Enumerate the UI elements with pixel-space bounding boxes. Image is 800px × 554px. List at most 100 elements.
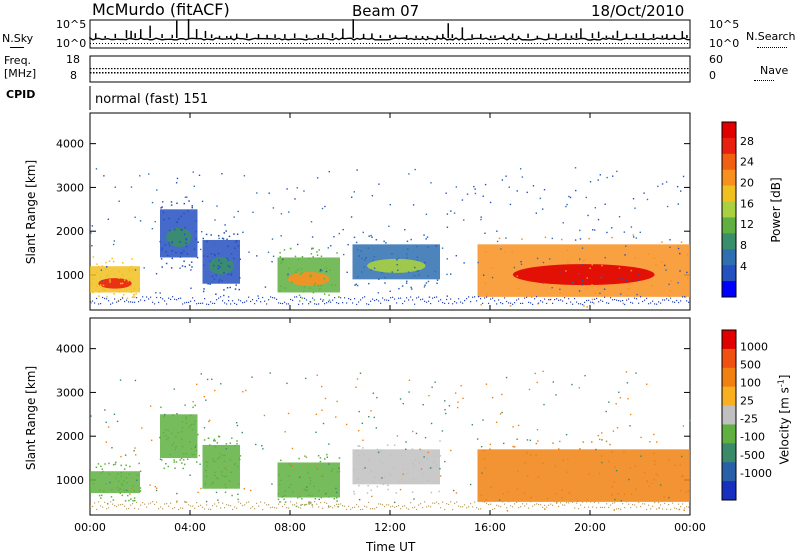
clutter-dot (624, 506, 626, 509)
echo-speckle (280, 262, 282, 265)
clutter-dot (324, 501, 326, 504)
nsearch-dot (303, 43, 304, 44)
noise-dot (579, 258, 581, 260)
nsearch-dot (240, 43, 241, 44)
echo-speckle (320, 475, 323, 477)
echo-speckle (92, 291, 94, 294)
clutter-dot (536, 503, 538, 505)
clutter-dot (292, 504, 294, 506)
clutter-dot (384, 506, 386, 508)
clutter-dot (124, 300, 126, 303)
clutter-dot (628, 503, 630, 505)
echo-speckle (498, 237, 501, 240)
clutter-dot (634, 297, 636, 299)
freq-dot (393, 72, 395, 74)
noise-dot (226, 465, 229, 468)
noise-dot (198, 454, 201, 457)
clutter-dot (496, 303, 498, 305)
echo-speckle (634, 257, 637, 259)
clutter-dot (534, 298, 536, 300)
nsearch-dot (663, 43, 664, 44)
clutter-dot (506, 300, 508, 303)
freq-dot (285, 72, 287, 74)
freq-dot (555, 72, 557, 74)
clutter-dot (410, 502, 412, 504)
echo-speckle (133, 287, 135, 290)
echo-speckle (171, 444, 174, 447)
noise-dot (328, 443, 330, 445)
echo-speckle (190, 414, 192, 416)
nsearch-dot (243, 43, 244, 44)
clutter-dot (552, 302, 554, 304)
echo-speckle (180, 457, 183, 460)
nsearch-dot (387, 43, 388, 44)
nsearch-dot (366, 43, 367, 44)
freq-dot (192, 72, 194, 74)
nave-dot (108, 68, 110, 70)
nsky-spike (379, 35, 382, 38)
nsearch-dot (558, 43, 559, 44)
nsearch-dot (624, 43, 625, 44)
echo-speckle (234, 247, 236, 250)
noise-dot (377, 292, 380, 294)
echo-speckle (170, 267, 173, 269)
clutter-dot (144, 503, 146, 505)
freq-dot (492, 72, 494, 74)
echo-speckle (120, 475, 123, 478)
noise-dot (346, 271, 348, 273)
clutter-dot (656, 303, 658, 305)
nave-dot (165, 68, 167, 70)
echo-speckle (683, 509, 685, 512)
clutter-dot (176, 299, 178, 301)
noise-dot (370, 410, 372, 412)
nsearch-dot (327, 43, 328, 44)
nsearch-dot (420, 43, 421, 44)
noise-dot (640, 436, 642, 439)
noise-dot (588, 473, 590, 475)
echo-speckle (112, 260, 115, 263)
clutter-dot (406, 297, 408, 299)
clutter-dot (414, 303, 416, 305)
echo-speckle (170, 204, 173, 206)
noise-dot (388, 225, 390, 227)
nave-dot (498, 68, 500, 70)
echo-speckle (413, 275, 416, 277)
echo-speckle (236, 233, 239, 235)
clutter-dot (678, 503, 680, 505)
nave-dot (534, 68, 536, 70)
clutter-dot (546, 302, 548, 305)
clutter-dot (114, 505, 116, 507)
velocity-colorbar-swatch (722, 462, 736, 482)
nsearch-dot (618, 43, 619, 44)
clutter-dot (272, 297, 274, 299)
noise-dot (578, 290, 581, 292)
clutter-dot (378, 503, 380, 505)
clutter-dot (366, 506, 368, 508)
noise-dot (139, 220, 142, 222)
nsky-spike (161, 33, 163, 38)
clutter-dot (652, 505, 654, 507)
nsearch-dot (102, 43, 103, 44)
clutter-dot (328, 301, 330, 303)
noise-dot (413, 498, 415, 500)
freq-dot (333, 72, 335, 74)
echo-speckle (376, 485, 379, 488)
echo-speckle (100, 465, 102, 468)
clutter-dot (516, 299, 518, 301)
noise-dot (280, 235, 282, 237)
clutter-dot (316, 503, 318, 505)
noise-dot (649, 441, 651, 443)
clutter-dot (362, 297, 364, 299)
nave-dot (405, 68, 407, 70)
noise-dot (221, 173, 223, 175)
nave-dot (141, 68, 143, 70)
echo-speckle (328, 294, 330, 296)
clutter-dot (394, 506, 396, 508)
nsky-spike (210, 34, 213, 38)
echo-speckle (643, 471, 646, 474)
echo-speckle (552, 442, 554, 444)
clutter-dot (186, 501, 188, 503)
clutter-dot (540, 300, 542, 302)
noise-dot (286, 382, 288, 385)
echo-speckle (280, 285, 282, 288)
